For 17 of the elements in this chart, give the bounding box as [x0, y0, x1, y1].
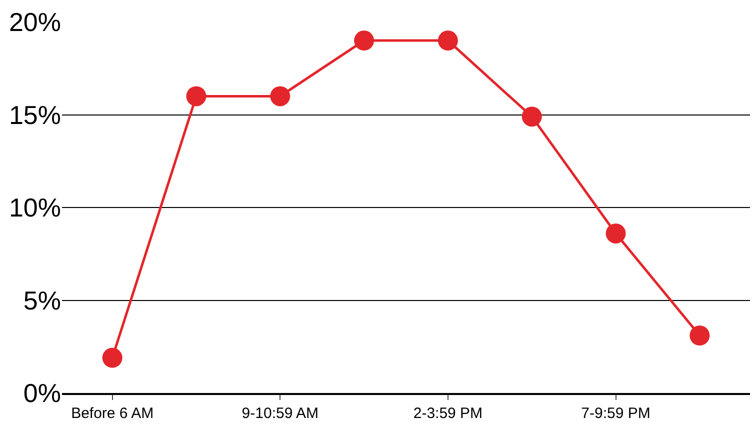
point [270, 86, 290, 106]
point [690, 326, 710, 346]
point [102, 348, 122, 368]
point [606, 223, 626, 244]
y-tick-label: 5% [23, 285, 61, 316]
y-tick-label: 20% [8, 7, 61, 38]
point [186, 86, 206, 106]
point [354, 30, 374, 51]
x-tick-label: 7-9:59 PM [581, 405, 650, 422]
y-tick-label: 0% [23, 378, 61, 408]
x-tick-label: 9-10:59 AM [242, 405, 319, 422]
y-tick-label: 15% [8, 100, 61, 130]
x-tick-label: Before 6 AM [71, 405, 154, 422]
point [438, 30, 458, 51]
x-tick-label: 2-3:59 PM [413, 405, 483, 422]
point [522, 106, 542, 127]
y-tick-label: 10% [8, 192, 61, 223]
